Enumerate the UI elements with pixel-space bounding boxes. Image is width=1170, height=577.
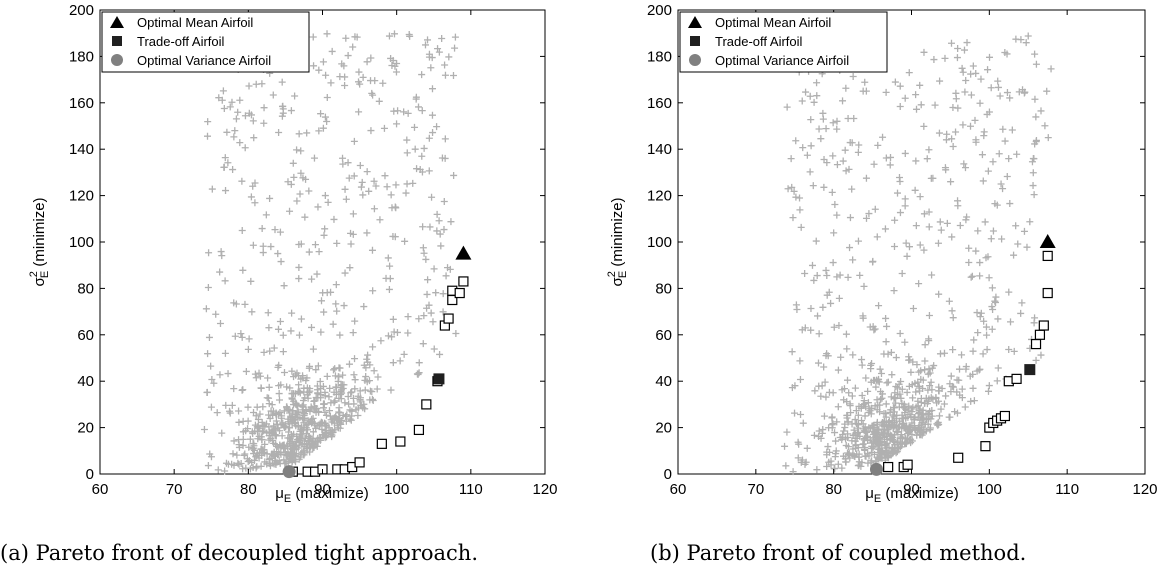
y-tick-label: 80 <box>77 280 94 297</box>
x-axis-label-b: μE (maximize) <box>865 485 959 505</box>
pareto-point <box>1000 412 1009 421</box>
legend-entry-optimal-mean: Optimal Mean Airfoil <box>715 15 831 30</box>
pareto-point <box>355 458 364 467</box>
plot-area-b <box>678 10 1145 474</box>
pareto-point <box>1032 340 1041 349</box>
legend-b: Optimal Mean Airfoil Trade-off Airfoil O… <box>680 12 887 72</box>
y-tick-label: 0 <box>664 466 672 483</box>
y-tick-label: 160 <box>69 95 94 112</box>
x-tick-label: 100 <box>384 481 409 498</box>
y-tick-label: 180 <box>69 48 94 65</box>
trade-off-marker <box>1024 364 1035 375</box>
x-tick-label: 100 <box>977 481 1002 498</box>
pareto-point <box>377 439 386 448</box>
y-tick-label: 180 <box>647 48 672 65</box>
x-tick-label: 110 <box>459 481 483 498</box>
y-tick-label: 120 <box>647 188 672 205</box>
y-tick-label: 60 <box>77 327 94 344</box>
pareto-point <box>1039 321 1048 330</box>
x-tick-label: 70 <box>747 481 764 498</box>
y-axis-label-a: σ2E (minimize) <box>28 197 51 286</box>
pareto-point <box>414 425 423 434</box>
y-tick-label: 140 <box>647 141 672 158</box>
y-tick-label: 80 <box>655 280 672 297</box>
legend-entry-optimal-variance: Optimal Variance Airfoil <box>715 53 849 68</box>
y-tick-label: 160 <box>647 95 672 112</box>
legend-entry-optimal-variance: Optimal Variance Airfoil <box>137 53 271 68</box>
pareto-point <box>1043 251 1052 260</box>
legend-entry-trade-off: Trade-off Airfoil <box>715 34 803 49</box>
pareto-point <box>1035 330 1044 339</box>
pareto-point <box>954 453 963 462</box>
pareto-point <box>1012 374 1021 383</box>
legend-circle-icon <box>111 54 123 66</box>
pareto-point <box>903 460 912 469</box>
y-tick-label: 120 <box>69 188 94 205</box>
y-tick-label: 200 <box>647 2 672 19</box>
x-tick-label: 120 <box>532 481 557 498</box>
panel-a: 60 70 80 90 100 110 12002040608010012014016018… <box>0 2 558 565</box>
y-tick-label: 0 <box>86 466 94 483</box>
x-tick-label: 120 <box>1132 481 1157 498</box>
pareto-point <box>1043 289 1052 298</box>
y-axis-label-b: σ2E (minimize) <box>606 197 629 286</box>
pareto-point <box>459 277 468 286</box>
x-tick-label: 60 <box>92 481 109 498</box>
legend-a: Optimal Mean Airfoil Trade-off Airfoil O… <box>102 12 309 72</box>
pareto-point <box>884 463 893 472</box>
x-axis-label-a: μE (maximize) <box>275 485 369 505</box>
legend-square-icon <box>112 36 122 46</box>
x-tick-label: 80 <box>825 481 842 498</box>
x-tick-label: 60 <box>670 481 687 498</box>
y-tick-label: 200 <box>69 2 94 19</box>
optimal-variance-marker <box>870 463 883 476</box>
x-tick-label: 80 <box>240 481 257 498</box>
caption-a: (a) Pareto front of decoupled tight appr… <box>0 541 478 565</box>
y-tick-label: 100 <box>69 234 94 251</box>
x-tick-label: 70 <box>166 481 183 498</box>
pareto-point <box>396 437 405 446</box>
pareto-point <box>981 442 990 451</box>
x-tick-label: 110 <box>1055 481 1079 498</box>
legend-square-icon <box>690 36 700 46</box>
y-tick-label: 140 <box>69 141 94 158</box>
caption-b: (b) Pareto front of coupled method. <box>650 541 1026 565</box>
y-tick-label: 40 <box>77 373 94 390</box>
y-tick-label: 20 <box>655 420 672 437</box>
trade-off-marker <box>433 373 444 384</box>
optimal-variance-marker <box>283 465 296 478</box>
pareto-point <box>455 289 464 298</box>
legend-circle-icon <box>689 54 701 66</box>
legend-entry-optimal-mean: Optimal Mean Airfoil <box>137 15 253 30</box>
panel-b: 60 70 80 90 100 110 12002040608010012014016018… <box>606 2 1158 565</box>
y-tick-label: 20 <box>77 420 94 437</box>
pareto-point <box>444 314 453 323</box>
legend-entry-trade-off: Trade-off Airfoil <box>137 34 225 49</box>
y-tick-label: 60 <box>655 327 672 344</box>
pareto-point <box>422 400 431 409</box>
y-tick-label: 40 <box>655 373 672 390</box>
y-tick-label: 100 <box>647 234 672 251</box>
